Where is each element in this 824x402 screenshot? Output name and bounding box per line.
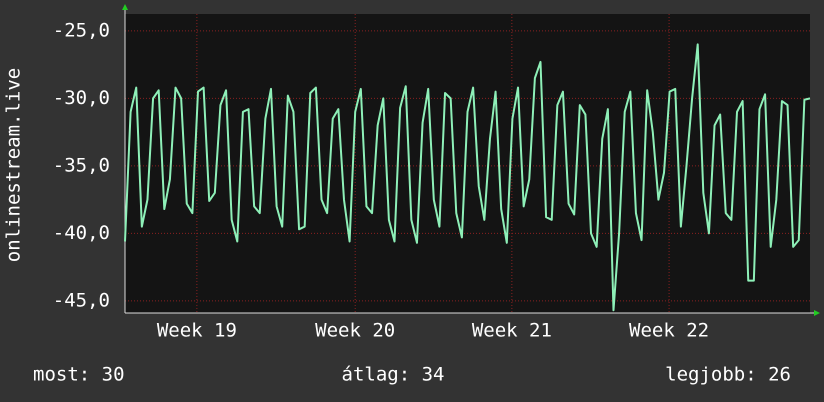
data-line — [124, 43, 811, 312]
footer-current: most: 30 — [33, 364, 125, 386]
y-tick-label: -40,0 — [53, 222, 110, 244]
y-tick-label: -45,0 — [53, 289, 110, 311]
x-tick-label: Week 21 — [472, 320, 552, 342]
y-axis-label: onlinestream.live — [3, 68, 25, 262]
axis-arrow — [122, 4, 128, 10]
axis-arrow — [814, 310, 820, 316]
x-tick-label: Week 22 — [629, 320, 709, 342]
y-tick-label: -35,0 — [53, 154, 110, 176]
x-tick-label: Week 20 — [315, 320, 395, 342]
y-tick-label: -25,0 — [53, 19, 110, 41]
plot-area — [125, 14, 810, 313]
footer-max: legjobb: 26 — [665, 364, 791, 386]
y-tick-label: -30,0 — [53, 87, 110, 109]
x-tick-label: Week 19 — [157, 320, 237, 342]
footer-average: átlag: 34 — [342, 364, 445, 386]
